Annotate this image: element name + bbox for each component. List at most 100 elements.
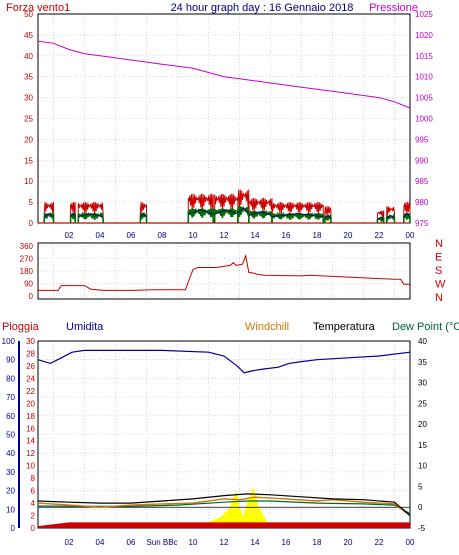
- wind-gust-line: [43, 212, 54, 218]
- y-tick-pressure: 975: [415, 219, 429, 228]
- y-tick-rain: 6: [31, 487, 36, 496]
- y-tick-rain: 22: [26, 387, 35, 396]
- y-tick-rain: 30: [26, 337, 35, 346]
- y-tick-pressure: 1025: [415, 10, 433, 19]
- legend-rain: Pioggia: [2, 321, 40, 333]
- y-tick-rain: 24: [26, 374, 35, 383]
- x-tick-label: 06: [127, 231, 136, 240]
- graph-title: 24 hour graph day : 16 Gennaio 2018: [171, 2, 354, 14]
- wind-speed-burst: [403, 202, 411, 223]
- y-tick-temperature: 10: [418, 462, 427, 471]
- y-tick-pressure: 985: [415, 177, 429, 186]
- x-tick-label: 18: [313, 538, 322, 547]
- x-tick-label: 20: [344, 538, 353, 547]
- y-tick-rain: 18: [26, 412, 35, 421]
- wind-gust-line: [248, 211, 273, 216]
- x-tick-label: 10: [189, 231, 198, 240]
- x-tick-label: 00: [406, 538, 415, 547]
- y-tick-direction: 360: [20, 242, 34, 251]
- rain-area: [38, 522, 410, 528]
- y-tick-wind: 40: [24, 52, 33, 61]
- y-tick-wind: 25: [24, 115, 33, 124]
- wind-gust-line: [70, 212, 76, 217]
- y-tick-humidity: 50: [6, 431, 15, 440]
- wind-average-burst: [323, 213, 332, 223]
- y-tick-rain: 20: [26, 399, 35, 408]
- y-tick-direction: 180: [20, 267, 34, 276]
- wind-average-burst: [69, 213, 76, 223]
- wind-speed-burst: [43, 202, 54, 223]
- y-tick-humidity: 90: [6, 356, 15, 365]
- y-tick-pressure: 1005: [415, 94, 433, 103]
- x-tick-label: 06: [127, 538, 136, 547]
- wind-direction-grid: [38, 243, 410, 299]
- compass-label: N: [435, 292, 443, 304]
- y-tick-wind: 5: [29, 198, 34, 207]
- y-tick-temperature: 5: [418, 482, 423, 491]
- y-tick-wind: 35: [24, 73, 33, 82]
- wind-gust-line: [237, 207, 250, 214]
- wind-speed-burst: [70, 202, 76, 223]
- y-tick-pressure: 990: [415, 156, 429, 165]
- wind-average-burst: [77, 211, 104, 223]
- wind-gust-line: [214, 209, 239, 215]
- wind-speed-burst: [187, 193, 214, 223]
- y-tick-pressure: 1010: [415, 73, 433, 82]
- y-tick-rain: 16: [26, 424, 35, 433]
- x-tick-label: 14: [251, 231, 260, 240]
- x-tick-label: 16: [282, 538, 291, 547]
- compass-label: S: [435, 265, 442, 277]
- solar-radiation-area: [38, 486, 410, 528]
- y-tick-pressure: 1000: [415, 115, 433, 124]
- wind-average-burst: [402, 213, 411, 223]
- wind-average-burst: [139, 211, 148, 223]
- wind-gust-line: [188, 209, 214, 215]
- y-tick-wind: 50: [24, 10, 33, 19]
- y-tick-pressure: 995: [415, 135, 429, 144]
- wind-average-burst: [248, 209, 273, 223]
- y-tick-humidity: 80: [6, 374, 15, 383]
- x-tick-label: 04: [96, 231, 105, 240]
- y-tick-temperature: 20: [418, 420, 427, 429]
- y-tick-wind: 15: [24, 156, 33, 165]
- legend-humidity: Umidita: [66, 321, 104, 333]
- temperature-line: [37, 493, 411, 516]
- y-tick-humidity: 10: [6, 505, 15, 514]
- wind-speed-burst: [237, 189, 250, 223]
- y-tick-pressure: 1015: [415, 52, 433, 61]
- x-tick-label: 08: [158, 231, 167, 240]
- wind-direction-frame: [37, 242, 411, 300]
- wind-gust-line: [139, 212, 147, 218]
- x-tick-label: 12: [220, 538, 229, 547]
- temp-humidity-ticks: 0102030405060708090100024681012141618202…: [2, 337, 428, 533]
- x-tick-label: 04: [96, 538, 105, 547]
- wind-gust-line: [377, 216, 384, 220]
- y-tick-humidity: 30: [6, 468, 15, 477]
- wind-speed-burst: [271, 202, 324, 223]
- wind-average-burst: [271, 211, 325, 223]
- wind-pressure-grid: [38, 13, 410, 224]
- y-tick-wind: 0: [29, 219, 34, 228]
- y-tick-rain: 4: [31, 499, 36, 508]
- y-tick-wind: 10: [24, 177, 33, 186]
- temp-humidity-grid: [38, 340, 410, 529]
- x-tick-label: 02: [65, 538, 74, 547]
- y-tick-wind: 20: [24, 135, 33, 144]
- x-tick-label: Sun BBc: [146, 538, 177, 547]
- y-tick-pressure: 980: [415, 198, 429, 207]
- y-tick-rain: 10: [26, 462, 35, 471]
- x-axis-labels-panel3: 02 04 06 Sun BBc 10 12 14 16 18 20 22 00: [65, 538, 415, 547]
- y-tick-rain: 0: [31, 524, 36, 533]
- legend-wind: Forza vento1: [6, 2, 70, 14]
- y-tick-rain: 28: [26, 349, 35, 358]
- wind-pressure-ticks: 0510152025303540455097598098599099510001…: [24, 10, 433, 228]
- y-tick-wind: 45: [24, 31, 33, 40]
- y-tick-humidity: 20: [6, 487, 15, 496]
- y-tick-temperature: 30: [418, 379, 427, 388]
- wind-speed-burst: [376, 210, 385, 223]
- x-tick-label: 02: [65, 231, 74, 240]
- y-tick-pressure: 1020: [415, 31, 433, 40]
